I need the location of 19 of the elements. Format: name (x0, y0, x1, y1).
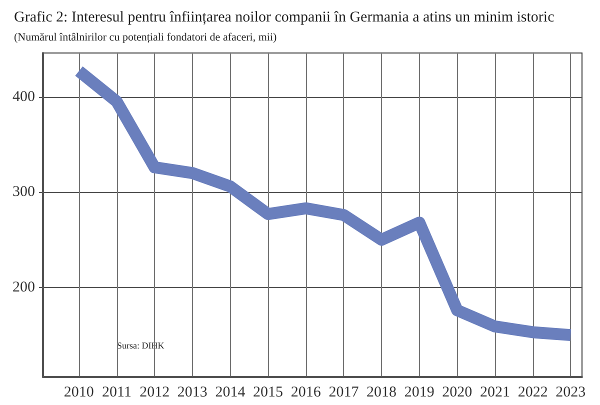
y-tick-label: 300 (12, 184, 35, 200)
x-tick-label: 2013 (177, 384, 208, 400)
x-tick-label: 2022 (518, 384, 548, 400)
x-tick-label: 2020 (442, 384, 472, 400)
x-tick-label: 2023 (556, 384, 586, 400)
x-tick-label: 2017 (328, 384, 360, 400)
x-tick-label: 2010 (64, 384, 94, 400)
x-tick-label: 2019 (404, 384, 434, 400)
y-tick-label: 200 (12, 279, 35, 296)
x-tick-label: 2015 (253, 384, 284, 400)
x-tick-label: 2016 (290, 384, 322, 400)
x-tick-label: 2011 (102, 384, 132, 400)
x-tick-label: 2021 (480, 384, 510, 400)
y-tick-label: 400 (12, 88, 35, 105)
x-tick-label: 2012 (140, 384, 170, 400)
chart-subtitle: (Numărul întâlnirilor cu potențiali fondatori de afaceri, mii) (14, 32, 278, 44)
x-tick-label: 2018 (366, 384, 397, 400)
chart-title: Grafic 2: Interesul pentru înființarea noilor companii în Germania a atins un minim istoric (14, 10, 555, 26)
x-tick-label: 2014 (215, 384, 246, 400)
